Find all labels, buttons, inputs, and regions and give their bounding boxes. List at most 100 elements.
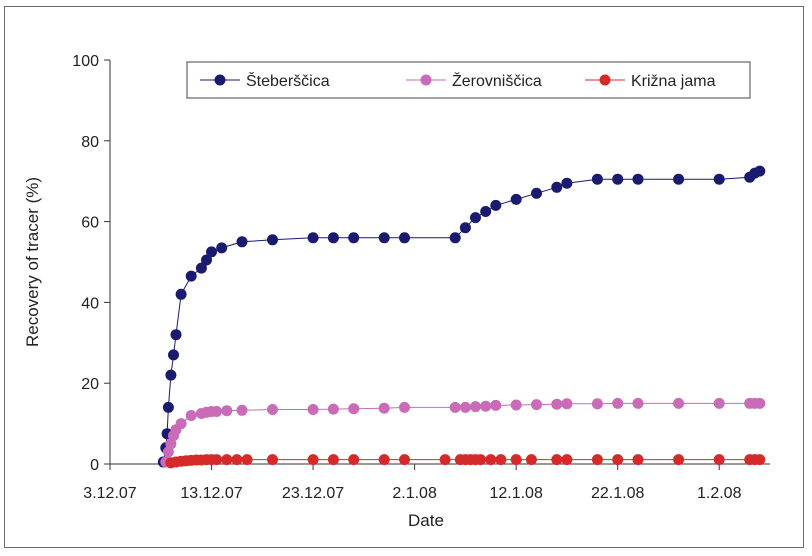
data-point — [378, 232, 390, 244]
x-tick-label: 1.2.08 — [697, 485, 742, 502]
data-point — [221, 454, 233, 466]
data-point — [211, 406, 223, 417]
data-point — [480, 400, 492, 412]
data-point — [399, 454, 410, 466]
series-line — [162, 170, 760, 463]
data-point — [348, 403, 360, 415]
data-point — [185, 270, 197, 282]
data-point — [327, 403, 339, 415]
data-point — [439, 454, 451, 466]
data-point — [459, 401, 471, 413]
legend-label: Žerovniščica — [452, 71, 542, 90]
data-point — [632, 173, 644, 185]
data-point — [632, 397, 644, 409]
legend-swatch-marker — [214, 74, 226, 86]
legend-box — [186, 61, 751, 99]
data-point — [510, 193, 522, 205]
data-point — [327, 454, 339, 466]
data-point — [531, 399, 542, 411]
x-tick-label: 12.1.08 — [489, 485, 542, 502]
data-point — [399, 232, 410, 244]
y-tick-label: 0 — [90, 457, 99, 474]
x-tick-label: 2.1.08 — [392, 485, 437, 502]
data-point — [673, 454, 685, 466]
data-point — [348, 232, 360, 244]
legend-label: Križna jama — [631, 73, 716, 90]
data-point — [267, 404, 278, 415]
data-point — [713, 454, 725, 466]
data-point — [632, 454, 644, 466]
x-tick-label: 23.12.07 — [282, 485, 344, 502]
data-point — [612, 397, 624, 409]
series-group — [165, 454, 766, 469]
y-axis-title: Recovery of tracer (%) — [23, 177, 42, 347]
data-point — [510, 454, 522, 466]
data-point — [485, 454, 497, 466]
data-point — [201, 254, 212, 266]
data-point — [241, 454, 253, 466]
data-point — [168, 349, 179, 361]
data-point — [551, 398, 563, 410]
data-point — [612, 173, 624, 185]
data-point — [162, 401, 174, 413]
data-point — [221, 405, 233, 417]
x-tick-label: 3.12.07 — [83, 485, 136, 502]
y-tick-label: 60 — [81, 215, 99, 232]
data-point — [591, 454, 603, 466]
y-tick-label: 100 — [72, 53, 99, 70]
legend-label: Šteberščica — [246, 71, 330, 90]
data-point — [561, 398, 573, 410]
data-point — [236, 236, 248, 248]
data-point — [449, 401, 461, 413]
y-tick-label: 40 — [81, 295, 99, 312]
data-point — [231, 454, 243, 466]
data-point — [449, 232, 461, 244]
data-point — [475, 454, 487, 466]
data-point — [307, 232, 319, 244]
legend-item: Križna jama — [585, 73, 716, 90]
data-point — [713, 173, 725, 185]
legend-swatch-marker — [420, 74, 432, 86]
data-point — [531, 187, 542, 199]
data-point — [267, 234, 278, 246]
y-tick-label: 80 — [81, 134, 99, 151]
data-point — [399, 401, 410, 413]
y-tick-label: 20 — [81, 376, 99, 393]
data-point — [591, 173, 603, 185]
data-point — [307, 454, 319, 466]
data-point — [378, 402, 390, 414]
data-point — [551, 181, 563, 193]
data-point — [470, 212, 481, 224]
data-point — [175, 288, 187, 300]
data-point — [591, 398, 603, 410]
data-point — [267, 454, 278, 466]
data-point — [216, 242, 228, 254]
data-point — [525, 454, 537, 466]
data-point — [195, 262, 207, 274]
series-group — [160, 397, 766, 468]
legend-item: Šteberščica — [200, 71, 330, 90]
data-point — [307, 404, 319, 415]
data-point — [378, 454, 390, 466]
series-group — [157, 165, 766, 468]
data-point — [170, 329, 182, 341]
axes: 0 20 40 60 80 100 3.12.07 13.12.07 23.12.07 2.1.0… — [72, 53, 770, 502]
data-point — [490, 399, 502, 411]
data-point — [495, 454, 507, 466]
data-point — [561, 454, 573, 466]
data-point — [754, 165, 766, 177]
data-point — [612, 454, 624, 466]
data-point — [754, 454, 766, 466]
legend-item: Žerovniščica — [406, 71, 542, 90]
x-axis-title: Date — [408, 511, 444, 530]
legend: Šteberščica Žerovniščica Križna jama — [186, 61, 751, 99]
data-point — [470, 401, 481, 413]
data-point — [754, 397, 766, 409]
data-point — [236, 404, 248, 416]
data-point — [211, 454, 223, 466]
data-point — [165, 369, 177, 381]
series-layer — [157, 165, 766, 469]
x-tick-label: 13.12.07 — [180, 485, 242, 502]
data-point — [673, 173, 685, 185]
